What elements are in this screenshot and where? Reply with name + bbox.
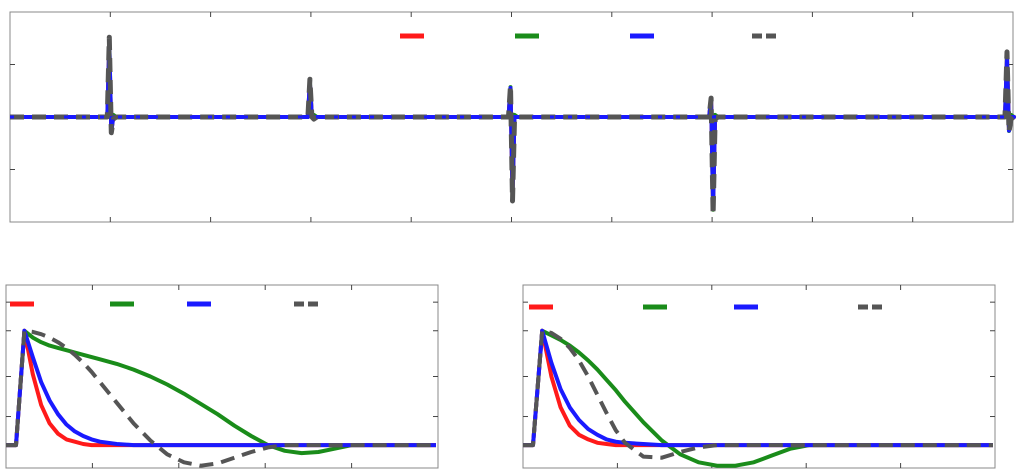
response-panel-left [5,284,439,469]
response-panel-right [522,284,996,469]
series-line-gray [523,328,993,460]
series-line-blue [6,328,436,448]
series-line-gray [10,34,1017,218]
signal-trace-panel [9,11,1017,223]
series-line-green [6,328,436,456]
